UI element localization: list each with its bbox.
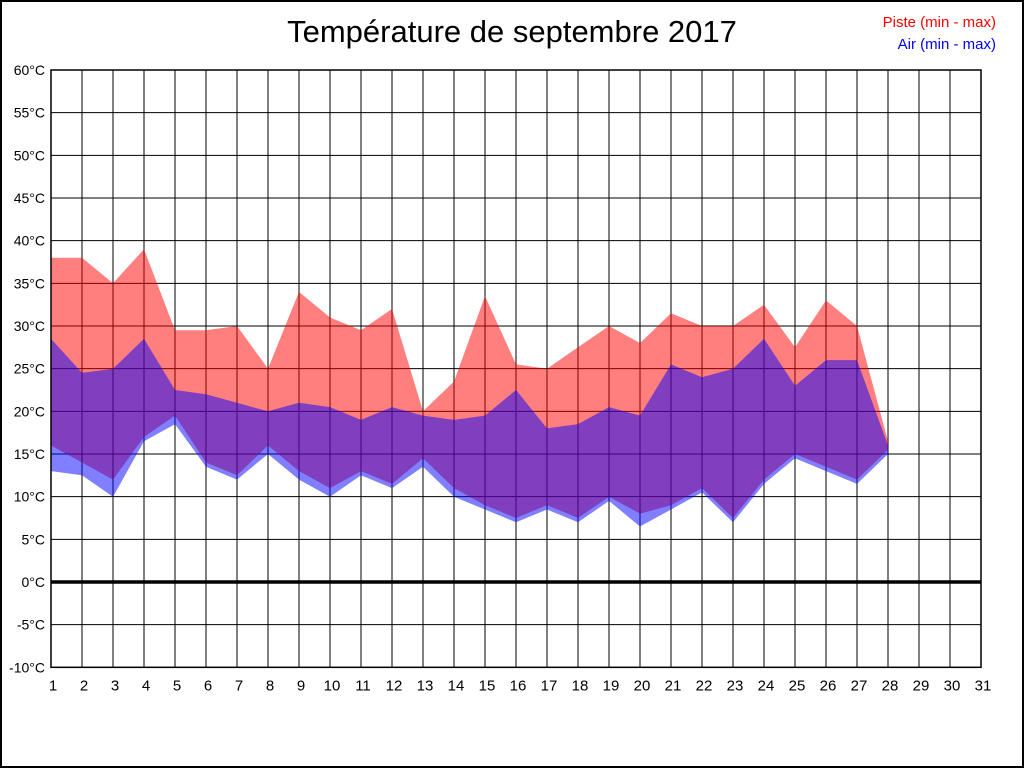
x-tick-label: 19 xyxy=(603,677,620,694)
x-tick-label: 3 xyxy=(111,677,119,694)
x-tick-label: 29 xyxy=(913,677,930,694)
legend: Piste (min - max) Air (min - max) xyxy=(883,12,996,56)
y-tick-label: 45°C xyxy=(14,190,45,206)
y-tick-label: -10°C xyxy=(9,659,45,675)
y-tick-label: 5°C xyxy=(22,531,46,547)
x-tick-label: 24 xyxy=(758,677,775,694)
x-tick-label: 1 xyxy=(49,677,57,694)
x-tick-label: 23 xyxy=(727,677,744,694)
x-tick-label: 18 xyxy=(572,677,589,694)
x-tick-label: 14 xyxy=(448,677,465,694)
x-tick-label: 6 xyxy=(204,677,212,694)
y-tick-label: 30°C xyxy=(14,318,45,334)
y-tick-label: 25°C xyxy=(14,361,45,377)
x-tick-label: 4 xyxy=(142,677,150,694)
x-tick-label: 13 xyxy=(417,677,434,694)
y-tick-label: 55°C xyxy=(14,105,45,121)
x-tick-label: 12 xyxy=(386,677,403,694)
y-tick-label: 60°C xyxy=(14,62,45,78)
x-tick-label: 31 xyxy=(975,677,992,694)
x-tick-label: 7 xyxy=(235,677,243,694)
y-tick-label: 10°C xyxy=(14,489,45,505)
y-tick-label: 50°C xyxy=(14,147,45,163)
x-tick-label: 8 xyxy=(266,677,274,694)
x-tick-label: 9 xyxy=(297,677,305,694)
air-band xyxy=(51,338,888,527)
x-tick-label: 5 xyxy=(173,677,181,694)
y-tick-label: 15°C xyxy=(14,446,45,462)
x-tick-label: 21 xyxy=(665,677,682,694)
x-tick-label: 10 xyxy=(324,677,341,694)
x-tick-label: 28 xyxy=(882,677,899,694)
y-tick-label: 0°C xyxy=(22,574,46,590)
x-tick-label: 15 xyxy=(479,677,496,694)
x-tick-label: 2 xyxy=(80,677,88,694)
x-tick-label: 25 xyxy=(789,677,806,694)
x-tick-label: 16 xyxy=(510,677,527,694)
y-tick-label: -5°C xyxy=(17,617,45,633)
y-tick-label: 40°C xyxy=(14,233,45,249)
x-tick-label: 17 xyxy=(541,677,558,694)
x-tick-label: 11 xyxy=(355,677,371,694)
y-tick-label: 35°C xyxy=(14,275,45,291)
page-title: Température de septembre 2017 xyxy=(287,14,737,49)
x-tick-label: 22 xyxy=(696,677,713,694)
x-tick-label: 30 xyxy=(944,677,961,694)
plot-frame xyxy=(50,69,982,669)
x-tick-label: 20 xyxy=(634,677,651,694)
y-tick-label: 20°C xyxy=(14,403,45,419)
legend-item-air: Air (min - max) xyxy=(897,36,996,53)
x-tick-label: 27 xyxy=(851,677,868,694)
legend-item-piste: Piste (min - max) xyxy=(882,14,996,31)
x-tick-label: 26 xyxy=(820,677,837,694)
